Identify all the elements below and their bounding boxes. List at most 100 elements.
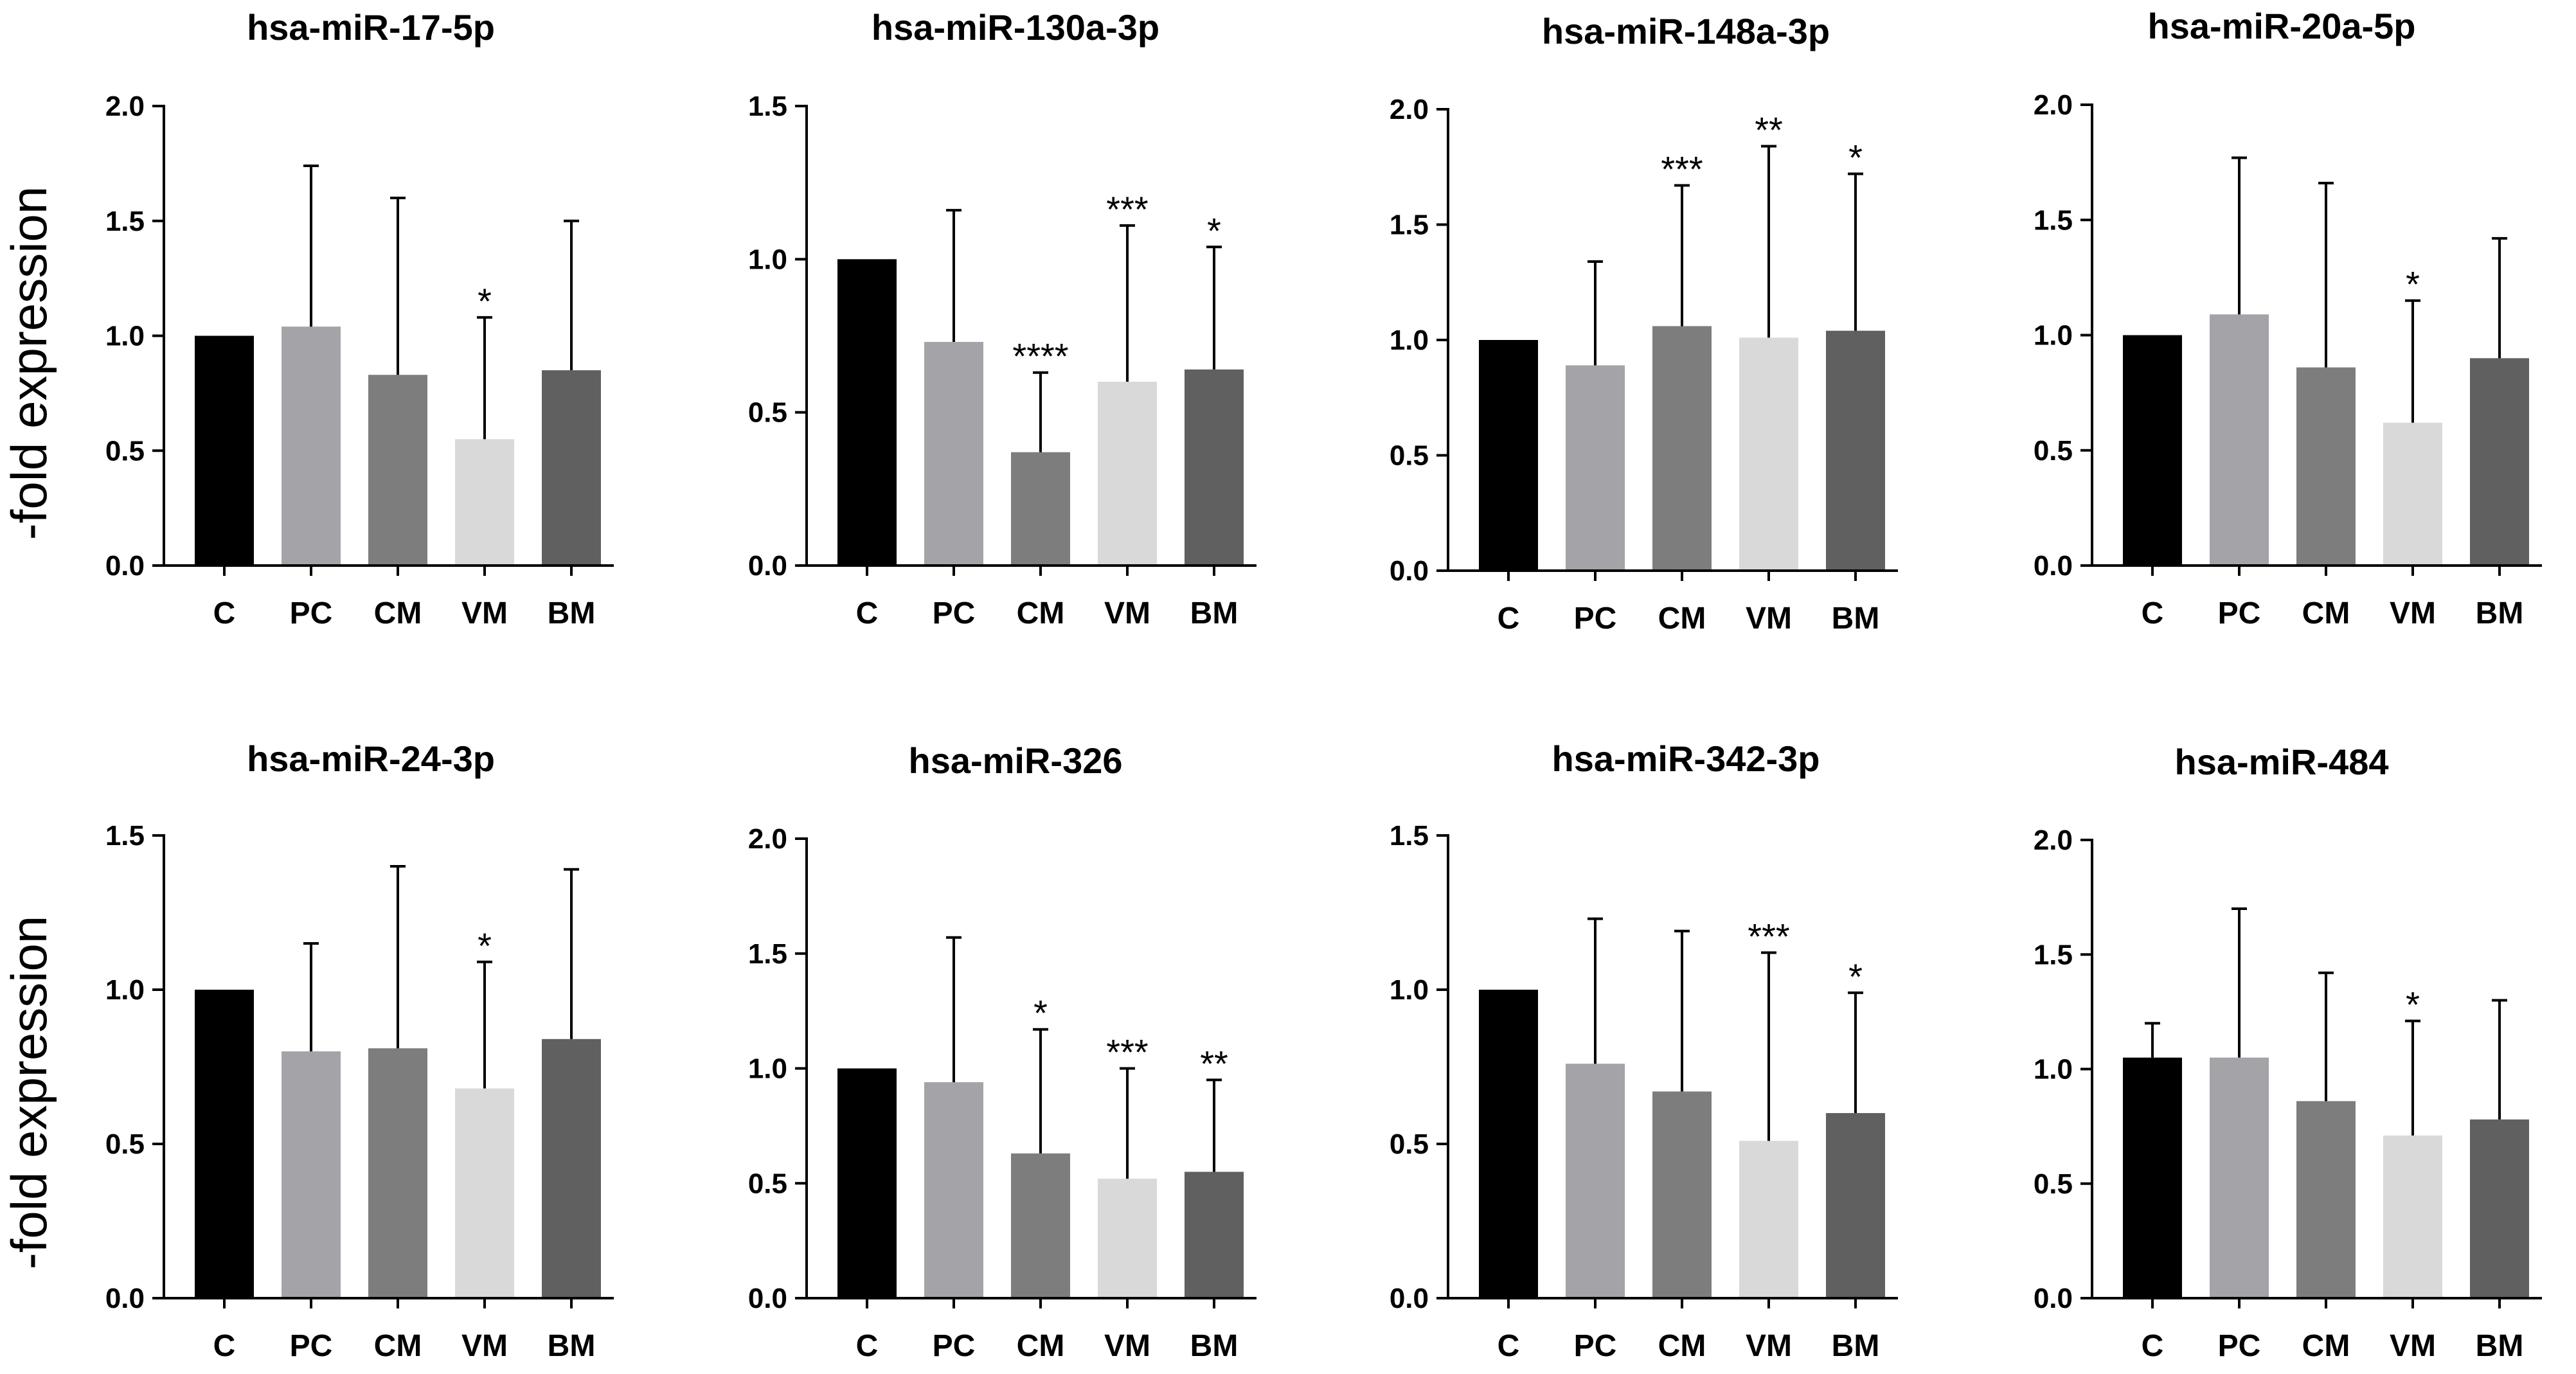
y-tick-label: 1.5 [748,938,787,970]
x-tick-label: VM [1104,596,1150,630]
chart-title: hsa-miR-342-3p [1552,738,1820,779]
y-tick-label: 0.5 [2034,1168,2073,1200]
x-tick-label: BM [2476,596,2524,630]
y-tick-label: 0.5 [105,1129,145,1160]
x-tick-label: BM [1832,1329,1880,1363]
x-tick-label: C [856,1329,879,1363]
y-tick-label: 0.5 [748,1168,787,1199]
chart-title: hsa-miR-130a-3p [872,7,1159,48]
significance-label: * [478,281,492,321]
x-tick-label: VM [1104,1329,1150,1363]
chart-title: hsa-miR-20a-5p [2147,6,2415,46]
y-tick-label: 1.0 [748,1053,787,1085]
y-axis-label-top: -fold expression [1,186,57,540]
chart-title: hsa-miR-17-5p [247,7,495,48]
significance-label: ** [1200,1043,1228,1084]
bar-vm [1098,382,1157,566]
chart-panel-5: hsa-miR-24-3p C PC CM * VM BM 0.0 0.5 1.0 1.5 [105,738,614,1363]
bar-pc [282,1051,341,1298]
bar-pc [2210,314,2269,566]
bar-cm [2296,1101,2356,1298]
y-tick-label: 0.0 [2034,1283,2073,1314]
bar-cm [368,375,427,566]
y-tick-label: 0.5 [1390,1129,1429,1160]
chart-panel-3: hsa-miR-148a-3p C PC *** CM ** VM * BM 0.0 0.5 1.0 1… [1390,11,1898,636]
x-tick-label: PC [290,596,333,630]
bar-vm [1739,337,1798,571]
chart-panel-2: hsa-miR-130a-3p C PC **** CM *** VM * BM 0.0 0.5 1.… [748,7,1257,630]
significance-label: * [1848,956,1863,997]
chart-panel-8: hsa-miR-484 C PC CM * VM BM 0.0 0.5 1.0 1.5 2.0 [2034,742,2542,1363]
x-tick-label: VM [2390,596,2436,630]
y-tick-label: 1.0 [2034,320,2073,352]
x-tick-label: PC [1574,1329,1617,1363]
y-tick-label: 0.5 [748,397,787,429]
y-tick-label: 2.0 [2034,89,2073,121]
bar-pc [1566,1064,1625,1298]
y-tick-label: 0.5 [1390,440,1429,472]
chart-panel-4: hsa-miR-20a-5p C PC CM * VM BM 0.0 0.5 1.0 1.5 2.0 [2034,6,2542,630]
y-tick-label: 1.5 [1390,820,1429,852]
x-tick-label: BM [1832,602,1880,636]
x-tick-label: C [2142,1329,2164,1363]
significance-label: * [478,925,492,966]
y-tick-label: 1.0 [748,244,787,275]
y-tick-label: 1.5 [1390,210,1429,241]
bar-c [195,335,254,566]
bar-c [2123,1057,2182,1298]
x-tick-label: VM [461,596,508,630]
y-tick-label: 2.0 [2034,825,2073,856]
x-tick-label: C [213,1329,236,1363]
y-tick-label: 1.0 [105,321,145,352]
x-tick-label: CM [1017,596,1065,630]
x-tick-label: BM [548,1329,596,1363]
significance-label: * [2406,985,2420,1025]
bar-cm [1011,1153,1070,1298]
y-tick-label: 0.0 [105,1283,145,1314]
bar-cm [1652,1091,1712,1298]
x-tick-label: CM [2302,596,2350,630]
significance-label: *** [1106,189,1148,229]
x-tick-label: C [1498,602,1520,636]
bar-c [837,1068,897,1298]
x-tick-label: C [856,596,879,630]
chart-panel-1: hsa-miR-17-5p C PC CM * VM BM 0.0 0.5 1.0 1.5 2.0 [105,7,614,630]
bar-bm [2470,1119,2529,1298]
y-tick-label: 1.0 [105,974,145,1006]
x-tick-label: C [1498,1329,1520,1363]
bar-vm [455,439,514,566]
x-tick-label: C [2142,596,2164,630]
y-tick-label: 0.5 [105,435,145,467]
bar-c [1479,340,1538,571]
x-tick-label: PC [933,1329,976,1363]
bar-vm [455,1088,514,1298]
chart-title: hsa-miR-326 [908,740,1122,781]
y-tick-label: 0.5 [2034,435,2073,467]
bar-pc [282,326,341,566]
y-tick-label: 1.0 [2034,1054,2073,1085]
y-tick-label: 0.0 [1390,555,1429,587]
chart-title: hsa-miR-24-3p [247,738,495,779]
y-tick-label: 0.0 [748,1283,787,1314]
x-tick-label: PC [2218,596,2261,630]
bar-cm [1011,452,1070,566]
x-tick-label: PC [933,596,976,630]
x-tick-label: VM [1746,602,1792,636]
y-tick-label: 0.0 [748,550,787,582]
bar-c [837,259,897,566]
x-tick-label: BM [1190,1329,1239,1363]
x-tick-label: CM [1658,1329,1706,1363]
y-tick-label: 2.0 [1390,94,1429,125]
bar-cm [368,1048,427,1298]
significance-label: ** [1755,109,1783,150]
x-tick-label: VM [2390,1329,2436,1363]
significance-label: * [1207,210,1221,251]
bar-bm [1185,369,1244,566]
x-tick-label: CM [1658,602,1706,636]
x-tick-label: PC [1574,602,1617,636]
significance-label: * [2406,264,2420,305]
bar-pc [924,1082,983,1298]
bar-bm [1826,330,1885,571]
x-tick-label: BM [2476,1329,2524,1363]
